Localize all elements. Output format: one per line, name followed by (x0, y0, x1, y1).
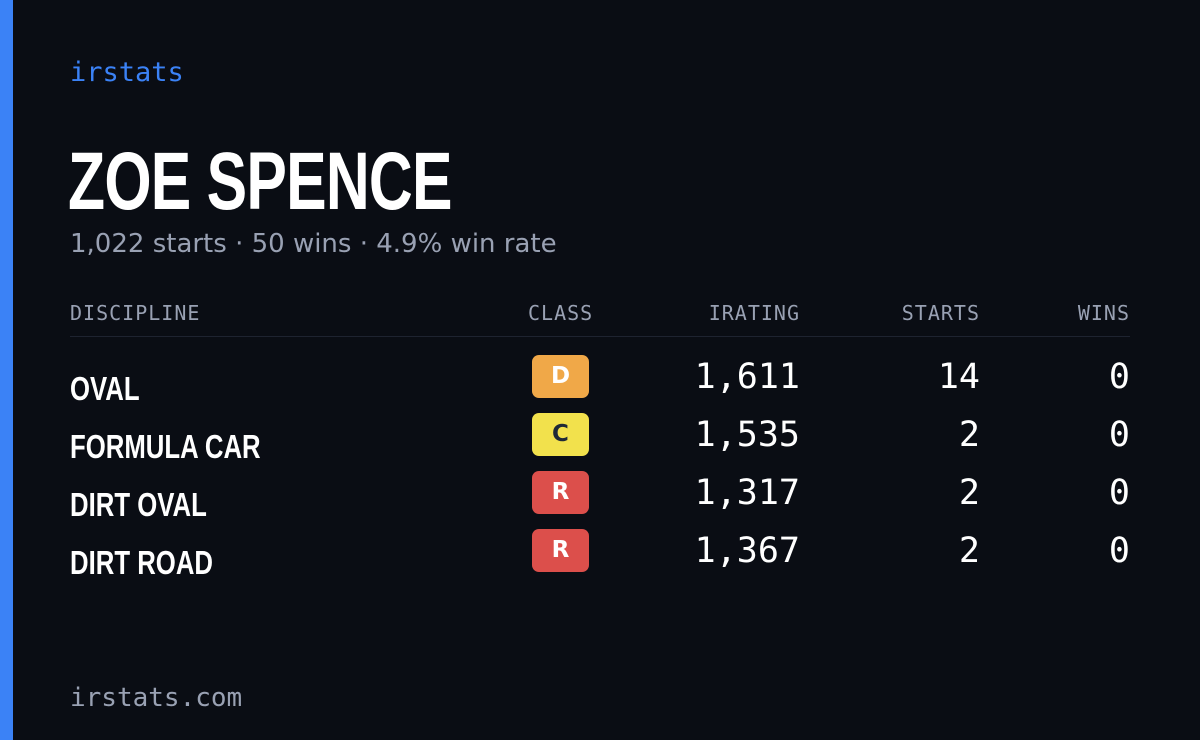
starts-value: 2 (958, 415, 980, 455)
discipline-label: DIRT OVAL (70, 486, 207, 523)
discipline-label: DIRT ROAD (70, 544, 213, 581)
wins-value: 0 (1108, 473, 1130, 513)
irating-value: 1,611 (694, 357, 800, 397)
wins-value: 0 (1108, 531, 1130, 571)
starts-value: 14 (937, 357, 980, 397)
discipline-label: FORMULA CAR (70, 428, 261, 465)
license-class-badge: D (532, 355, 589, 398)
irating-value: 1,317 (694, 473, 800, 513)
brand-logo: irstats (70, 57, 184, 88)
header-discipline: DISCIPLINE (70, 301, 201, 325)
table-row: FORMULA CAR C 1,535 2 0 (70, 411, 1130, 469)
license-class-badge: R (532, 529, 589, 572)
wins-value: 0 (1108, 415, 1130, 455)
header-starts: STARTS (901, 301, 980, 325)
starts-value: 2 (958, 473, 980, 513)
starts-value: 2 (958, 531, 980, 571)
table-row: OVAL D 1,611 14 0 (70, 353, 1130, 411)
footer-url: irstats.com (70, 683, 243, 713)
irating-value: 1,535 (694, 415, 800, 455)
table-row: DIRT OVAL R 1,317 2 0 (70, 469, 1130, 527)
accent-bar (0, 0, 13, 740)
table-row: DIRT ROAD R 1,367 2 0 (70, 527, 1130, 585)
wins-value: 0 (1108, 357, 1130, 397)
driver-summary: 1,022 starts · 50 wins · 4.9% win rate (70, 229, 557, 259)
driver-name: ZOE SPENCE (68, 136, 452, 227)
table-header: DISCIPLINE CLASS IRATING STARTS WINS (70, 296, 1130, 337)
header-class: CLASS (528, 301, 594, 325)
irating-value: 1,367 (694, 531, 800, 571)
header-irating: IRATING (708, 301, 800, 325)
stats-table: DISCIPLINE CLASS IRATING STARTS WINS OVA… (70, 296, 1130, 585)
license-class-badge: C (532, 413, 589, 456)
header-wins: WINS (1077, 301, 1130, 325)
license-class-badge: R (532, 471, 589, 514)
discipline-label: OVAL (70, 370, 140, 407)
